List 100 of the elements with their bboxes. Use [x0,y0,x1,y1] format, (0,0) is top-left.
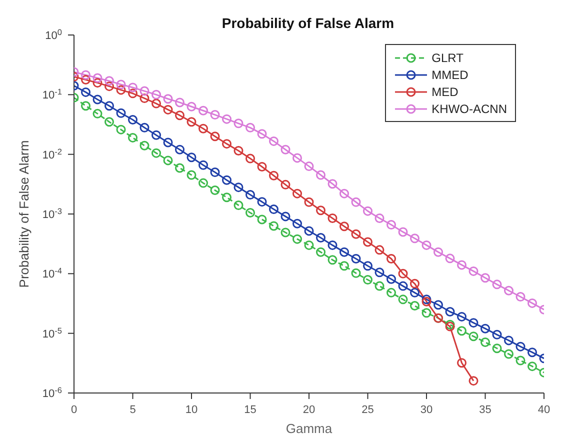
point [422,308,432,318]
point [340,188,349,198]
point [292,234,302,244]
point [92,78,102,88]
point [81,101,90,111]
point [81,70,90,80]
point [198,106,208,116]
point [434,247,443,257]
point [468,332,478,342]
point [280,228,290,238]
x-tick-label: 15 [244,404,256,416]
point [492,280,502,290]
point [292,218,302,228]
point [269,136,278,146]
point [292,153,302,163]
point [445,307,455,316]
point [516,342,526,352]
point [504,349,514,359]
point [257,197,267,207]
point [140,94,150,104]
point [128,114,138,124]
point [280,144,290,154]
point [140,86,150,96]
point [163,156,173,166]
point [410,288,420,298]
point [328,240,338,250]
point [304,162,314,172]
point [468,266,478,276]
y-tick-label: 10$^{-2}$ [42,146,62,162]
point [374,213,384,223]
point [198,160,208,170]
point [386,274,396,284]
point [246,122,255,132]
point [210,168,220,178]
x-axis-title: Gamma [286,421,333,436]
point [492,344,502,354]
point [175,163,184,173]
legend-label: MED [432,84,458,98]
point [92,73,102,83]
point [175,110,184,120]
point [457,326,466,336]
point [528,348,537,358]
point [351,229,361,239]
point [280,180,290,190]
point [234,200,244,210]
point [304,240,314,250]
point [516,292,526,302]
point [457,312,466,322]
point [269,221,278,231]
point [363,237,372,247]
point [445,254,455,264]
x-tick-label: 10 [185,404,198,416]
point [246,190,255,200]
point [152,90,161,100]
point [504,286,514,296]
point [163,138,173,148]
point [152,98,161,108]
point [492,330,502,340]
point [351,254,361,264]
point [363,261,372,271]
point [210,132,220,142]
point [434,300,443,310]
point [186,170,196,180]
point [234,182,244,192]
point [92,108,102,118]
point [316,247,326,257]
point [222,192,232,202]
point [480,324,490,334]
point [163,94,173,104]
point [410,300,420,310]
point [257,129,267,139]
legend-label: GLRT [432,50,464,64]
point [246,208,255,218]
point [292,188,302,198]
point [269,170,278,180]
point [269,204,278,214]
point [234,118,244,128]
point [222,114,232,124]
x-tick-label: 35 [479,404,492,416]
y-tick-label: 10$^{-5}$ [42,326,62,340]
point [410,234,420,244]
point [386,254,396,264]
legend-label: KHWO-ACNN [432,102,507,116]
point [457,260,466,270]
point [386,220,396,230]
point [104,82,114,92]
point [340,247,349,257]
point [186,102,196,112]
point [528,362,537,372]
point [528,298,537,308]
point [398,268,408,278]
x-tick-label: 5 [130,404,136,416]
point [422,240,432,250]
point [92,94,102,104]
point [198,124,208,134]
point [504,336,514,346]
x-tick-label: 40 [538,404,550,416]
point [257,214,267,224]
point [340,222,349,232]
point [316,232,326,242]
